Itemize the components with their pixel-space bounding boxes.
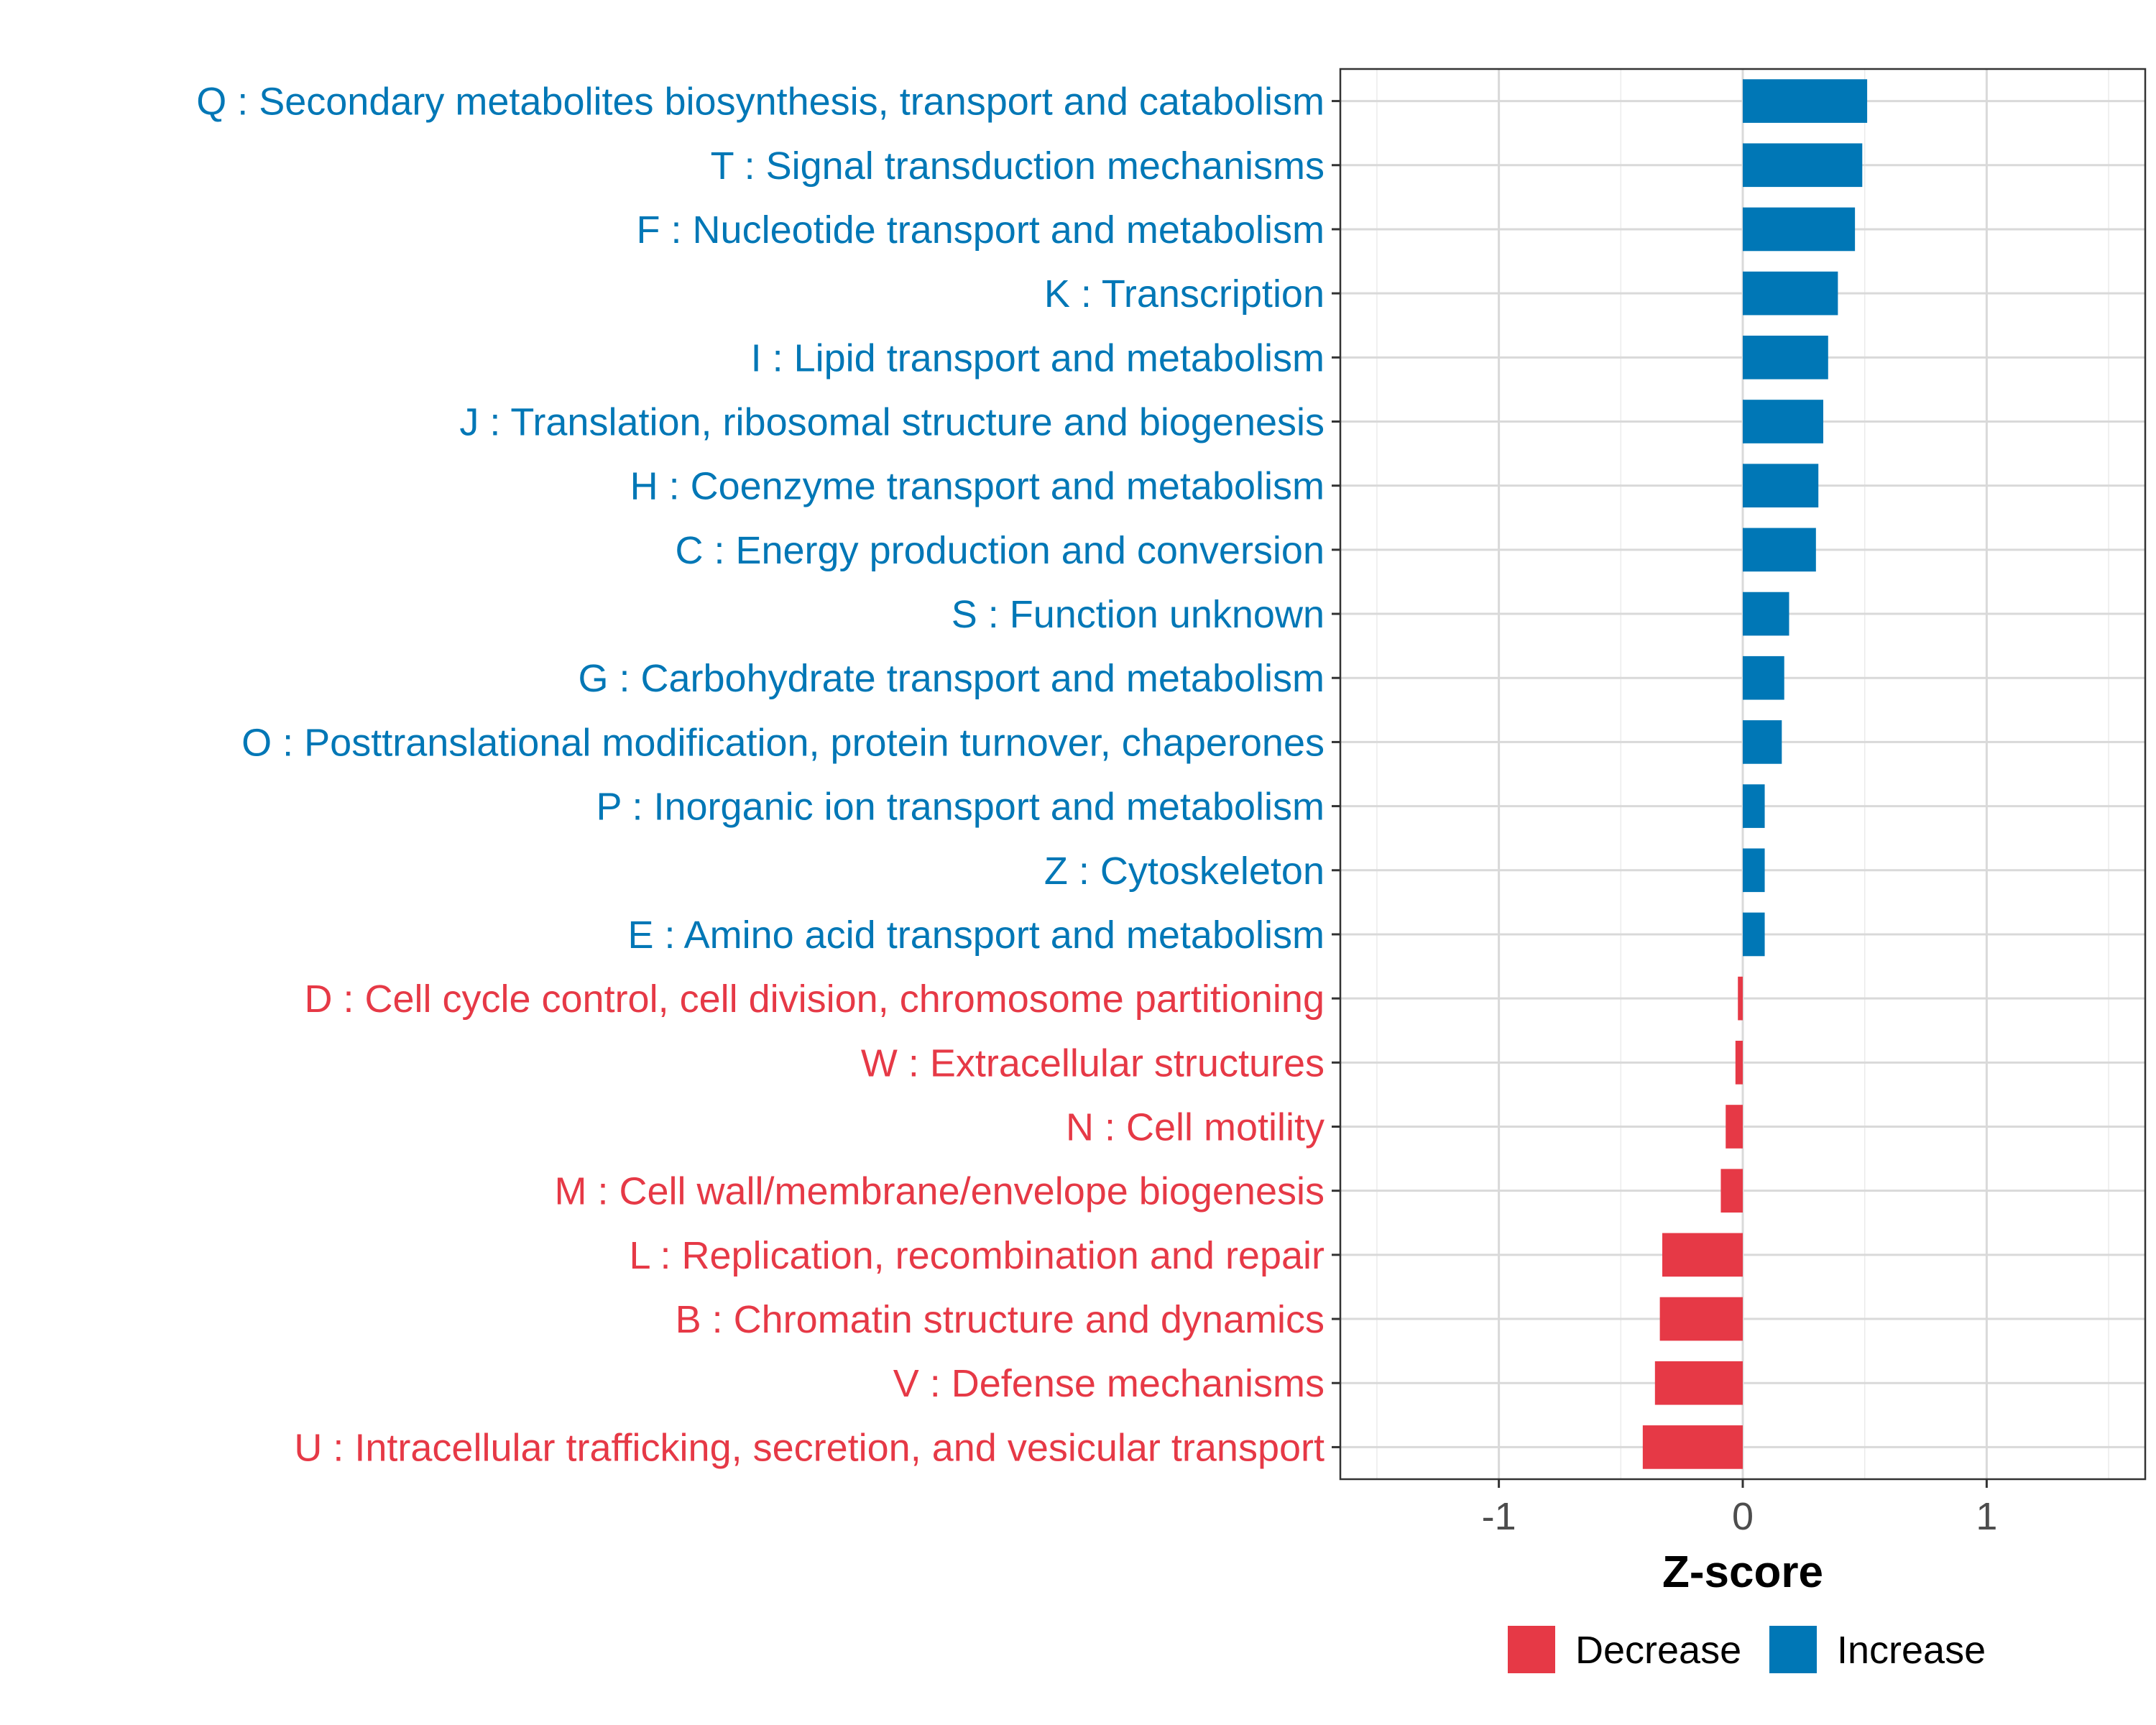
bar-v: [1654, 1361, 1743, 1405]
legend-key-decrease: [1508, 1626, 1555, 1673]
category-label: C : Energy production and conversion: [675, 529, 1325, 572]
bar-m: [1720, 1169, 1743, 1213]
bar-w: [1735, 1040, 1743, 1085]
category-label: W : Extracellular structures: [861, 1041, 1325, 1085]
y-axis: Q : Secondary metabolites biosynthesis, …: [196, 80, 1340, 1469]
bar-q: [1743, 79, 1868, 123]
category-label: F : Nucleotide transport and metabolism: [637, 208, 1325, 252]
x-tick-label: -1: [1482, 1495, 1516, 1538]
bar-g: [1743, 656, 1784, 700]
category-label: J : Translation, ribosomal structure and…: [459, 401, 1325, 444]
x-axis: -1 0 1: [1482, 1479, 1997, 1538]
bar-i: [1743, 335, 1828, 380]
bar-h: [1743, 464, 1819, 508]
category-label: P : Inorganic ion transport and metaboli…: [596, 786, 1325, 829]
bar-d: [1738, 976, 1743, 1021]
x-tick-label: 0: [1732, 1495, 1754, 1538]
bar-t: [1743, 143, 1863, 188]
bar-l: [1662, 1233, 1743, 1277]
category-label: M : Cell wall/membrane/envelope biogenes…: [554, 1170, 1325, 1213]
bar-z: [1743, 848, 1765, 893]
category-label: S : Function unknown: [952, 593, 1325, 636]
x-tick-label: 1: [1976, 1495, 1997, 1538]
category-label: H : Coenzyme transport and metabolism: [630, 465, 1325, 508]
bar-e: [1743, 912, 1765, 957]
category-label: K : Transcription: [1044, 272, 1325, 316]
bar-o: [1743, 720, 1782, 764]
category-label: L : Replication, recombination and repai…: [629, 1234, 1325, 1277]
bar-k: [1743, 271, 1838, 316]
bar-b: [1659, 1297, 1743, 1341]
category-label: T : Signal transduction mechanisms: [711, 144, 1325, 188]
category-label: E : Amino acid transport and metabolism: [628, 914, 1325, 957]
bar-u: [1642, 1425, 1743, 1469]
category-label: I : Lipid transport and metabolism: [751, 336, 1325, 380]
category-label: U : Intracellular trafficking, secretion…: [294, 1426, 1325, 1469]
bar-n: [1726, 1105, 1743, 1149]
legend-label-decrease: Decrease: [1575, 1629, 1741, 1672]
x-axis-title: Z-score: [1662, 1547, 1823, 1597]
category-label: B : Chromatin structure and dynamics: [676, 1298, 1325, 1341]
bar-j: [1743, 400, 1823, 443]
bar-s: [1743, 592, 1789, 636]
category-label: N : Cell motility: [1066, 1106, 1325, 1149]
category-label: Z : Cytoskeleton: [1044, 850, 1325, 893]
bar-c: [1743, 528, 1816, 572]
category-label: O : Posttranslational modification, prot…: [241, 721, 1325, 764]
legend: Decrease Increase: [1508, 1626, 1986, 1673]
bar-p: [1743, 784, 1765, 828]
category-label: G : Carbohydrate transport and metabolis…: [579, 657, 1325, 700]
bars: [1642, 79, 1868, 1469]
bar-f: [1743, 207, 1856, 252]
category-label: V : Defense mechanisms: [893, 1362, 1325, 1405]
legend-label-increase: Increase: [1837, 1629, 1986, 1672]
legend-key-increase: [1769, 1626, 1817, 1673]
category-label: D : Cell cycle control, cell division, c…: [304, 978, 1325, 1021]
category-label: Q : Secondary metabolites biosynthesis, …: [196, 80, 1325, 124]
